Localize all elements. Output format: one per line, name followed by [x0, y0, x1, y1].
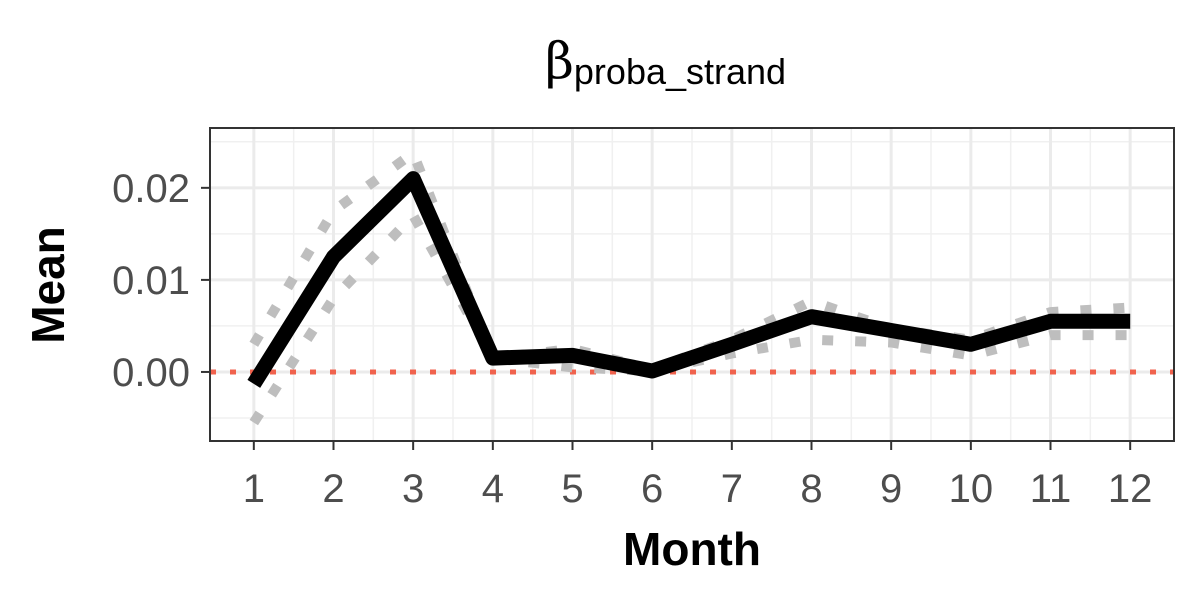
- y-tick-label: 0.00: [112, 351, 190, 395]
- y-tick-label: 0.01: [112, 259, 190, 303]
- x-axis-ticks: 1 2 3 4 5 6 7 8 9 10 11 12: [243, 441, 1153, 511]
- y-axis-ticks: 0.00 0.01 0.02: [112, 167, 210, 395]
- x-tick-label: 3: [402, 467, 424, 511]
- series-line-dotted-1: [249, 147, 1131, 375]
- chart-title-symbol: β: [545, 32, 574, 90]
- x-tick-label: 2: [322, 467, 344, 511]
- x-tick-label: 8: [800, 467, 822, 511]
- y-axis-title: Mean: [22, 226, 74, 344]
- x-tick-label: 12: [1108, 467, 1153, 511]
- chart-title-subscript: proba_strand: [574, 51, 786, 92]
- series-layer: [210, 147, 1174, 426]
- x-tick-label: 5: [561, 467, 583, 511]
- x-tick-label: 10: [949, 467, 994, 511]
- x-tick-label: 4: [482, 467, 504, 511]
- chart-title: βproba_strand: [545, 32, 786, 92]
- x-tick-label: 1: [243, 467, 265, 511]
- x-tick-label: 6: [641, 467, 663, 511]
- grid-minor: [210, 128, 1174, 441]
- x-axis-title: Month: [623, 523, 761, 575]
- series-line-mean: [247, 171, 1131, 388]
- x-tick-label: 11: [1030, 467, 1072, 511]
- x-tick-label: 7: [721, 467, 743, 511]
- x-tick-label: 9: [880, 467, 902, 511]
- panel-border: [209, 127, 1175, 442]
- y-tick-label: 0.02: [112, 167, 190, 211]
